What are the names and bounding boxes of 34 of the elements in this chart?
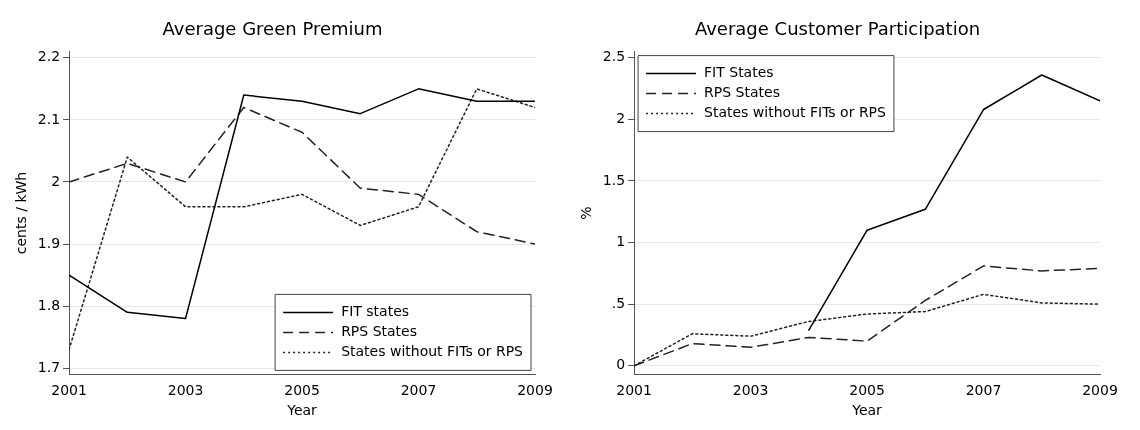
y-axis-title: % bbox=[578, 206, 595, 220]
x-tick-label: 2009 bbox=[1082, 382, 1118, 399]
y-tick-label: 2.2 bbox=[37, 48, 61, 65]
legend-label: States without FITs or RPS bbox=[704, 104, 887, 121]
legend-label: FIT states bbox=[341, 303, 410, 320]
x-tick-label: 2005 bbox=[849, 382, 885, 399]
y-tick-label: 2 bbox=[616, 110, 626, 126]
y-tick-label: 1.8 bbox=[37, 296, 61, 313]
x-tick-label: 2009 bbox=[517, 382, 553, 399]
x-tick-label: 2007 bbox=[400, 382, 437, 399]
y-tick-label: 1.9 bbox=[37, 234, 61, 251]
y-tick-label: 1.5 bbox=[602, 171, 626, 188]
chart-title: Average Green Premium bbox=[162, 18, 383, 40]
x-tick-label: 2001 bbox=[616, 382, 652, 399]
legend-label: RPS States bbox=[341, 323, 417, 340]
x-tick-label: 2001 bbox=[51, 382, 87, 399]
y-tick-label: 2.5 bbox=[602, 48, 626, 65]
y-tick-label: .5 bbox=[611, 294, 626, 311]
y-tick-label: 2 bbox=[51, 172, 61, 189]
legend-label: States without FITs or RPS bbox=[341, 343, 524, 360]
legend-label: RPS States bbox=[704, 84, 780, 101]
legend-label: FIT States bbox=[704, 64, 774, 81]
chart-title: Average Customer Participation bbox=[694, 18, 981, 40]
y-tick-label: 1.7 bbox=[37, 358, 61, 375]
x-tick-label: 2003 bbox=[732, 382, 769, 399]
x-tick-label: 2003 bbox=[167, 382, 204, 399]
x-tick-label: 2005 bbox=[284, 382, 320, 399]
x-axis-title: Year bbox=[286, 402, 318, 419]
x-tick-label: 2007 bbox=[965, 382, 1002, 399]
y-tick-label: 2.1 bbox=[37, 110, 61, 127]
x-axis-title: Year bbox=[851, 402, 883, 419]
y-tick-label: 1 bbox=[616, 233, 626, 250]
y-tick-label: 0 bbox=[616, 356, 626, 373]
y-axis-title: cents / kWh bbox=[13, 171, 30, 255]
